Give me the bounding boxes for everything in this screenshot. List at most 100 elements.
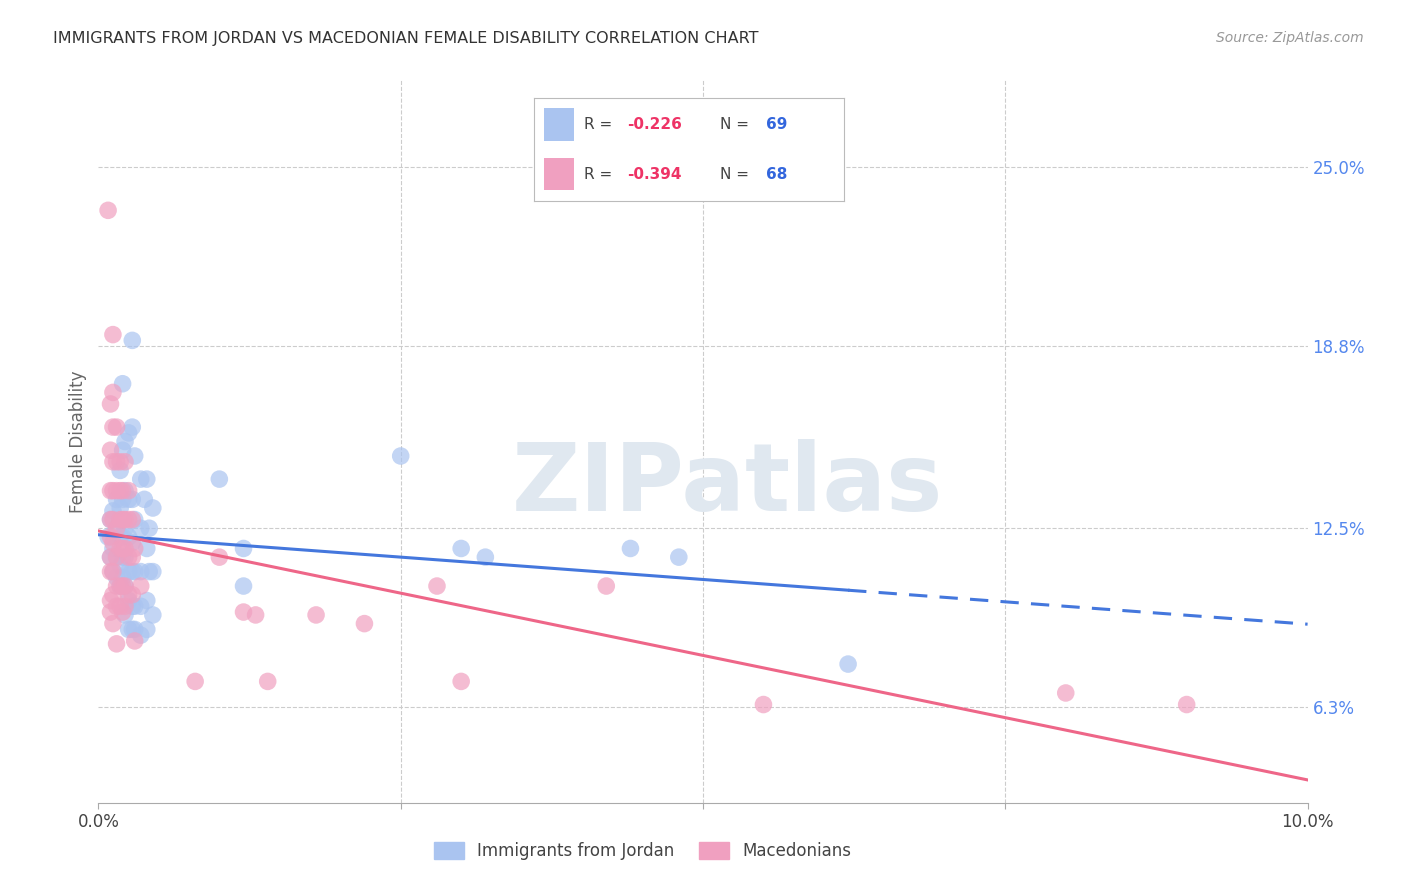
Point xyxy=(124,449,146,463)
Point xyxy=(114,541,136,556)
Point xyxy=(100,565,122,579)
Text: -0.394: -0.394 xyxy=(627,167,682,182)
Point xyxy=(124,634,146,648)
Point xyxy=(105,420,128,434)
Point xyxy=(121,599,143,614)
Point xyxy=(111,530,134,544)
Point xyxy=(97,530,120,544)
Point xyxy=(124,599,146,614)
Point xyxy=(108,541,131,556)
Point xyxy=(97,203,120,218)
Point xyxy=(353,616,375,631)
Point xyxy=(101,616,124,631)
Point xyxy=(100,512,122,526)
Point xyxy=(101,483,124,498)
Point xyxy=(134,492,156,507)
Point xyxy=(108,463,131,477)
Point xyxy=(114,521,136,535)
Point xyxy=(111,443,134,458)
Point xyxy=(108,512,131,526)
Point xyxy=(105,455,128,469)
Point xyxy=(101,385,124,400)
Point xyxy=(426,579,449,593)
Point xyxy=(118,550,141,565)
Point xyxy=(1175,698,1198,712)
Point xyxy=(232,579,254,593)
Point xyxy=(129,628,152,642)
Point xyxy=(121,334,143,348)
Point xyxy=(105,637,128,651)
Point xyxy=(121,623,143,637)
Point xyxy=(124,512,146,526)
Point xyxy=(118,512,141,526)
Point xyxy=(118,492,141,507)
Point xyxy=(118,483,141,498)
Point xyxy=(305,607,328,622)
Point xyxy=(184,674,207,689)
Point xyxy=(135,593,157,607)
Legend: Immigrants from Jordan, Macedonians: Immigrants from Jordan, Macedonians xyxy=(427,835,858,867)
Point xyxy=(101,565,124,579)
Text: N =: N = xyxy=(720,117,754,132)
Point xyxy=(118,565,141,579)
Point xyxy=(114,434,136,449)
Point xyxy=(105,579,128,593)
Point xyxy=(256,674,278,689)
Point xyxy=(105,492,128,507)
Point xyxy=(101,504,124,518)
Point xyxy=(245,607,267,622)
Point xyxy=(100,483,122,498)
Point xyxy=(118,588,141,602)
Text: 68: 68 xyxy=(766,167,787,182)
Text: R =: R = xyxy=(583,117,617,132)
Point xyxy=(124,623,146,637)
Point xyxy=(208,472,231,486)
Point xyxy=(100,443,122,458)
Point xyxy=(105,483,128,498)
Point xyxy=(105,521,128,535)
Point xyxy=(232,541,254,556)
Point xyxy=(105,599,128,614)
Point xyxy=(121,550,143,565)
Point xyxy=(129,579,152,593)
Point xyxy=(138,521,160,535)
Text: -0.226: -0.226 xyxy=(627,117,682,132)
Point xyxy=(101,420,124,434)
Point xyxy=(474,550,496,565)
Point xyxy=(124,565,146,579)
Text: ZIPatlas: ZIPatlas xyxy=(512,439,943,531)
Point xyxy=(101,565,124,579)
Point xyxy=(450,541,472,556)
Point xyxy=(101,535,124,549)
Point xyxy=(389,449,412,463)
Point xyxy=(108,599,131,614)
Point xyxy=(135,623,157,637)
Point xyxy=(135,541,157,556)
Point xyxy=(111,492,134,507)
Point xyxy=(118,593,141,607)
Point xyxy=(111,605,134,619)
Point xyxy=(114,607,136,622)
Point xyxy=(118,425,141,440)
Point xyxy=(208,550,231,565)
Point xyxy=(100,550,122,565)
Point xyxy=(111,483,134,498)
Point xyxy=(595,579,617,593)
Text: R =: R = xyxy=(583,167,617,182)
Point xyxy=(129,565,152,579)
Point xyxy=(100,605,122,619)
Point xyxy=(114,599,136,614)
Point xyxy=(114,455,136,469)
Point xyxy=(100,530,122,544)
Point xyxy=(114,579,136,593)
Point xyxy=(101,588,124,602)
Point xyxy=(108,579,131,593)
Point xyxy=(114,579,136,593)
Point xyxy=(142,607,165,622)
Point xyxy=(129,521,152,535)
Point xyxy=(121,512,143,526)
Point xyxy=(129,599,152,614)
Point xyxy=(121,420,143,434)
Point xyxy=(124,541,146,556)
Point xyxy=(108,483,131,498)
